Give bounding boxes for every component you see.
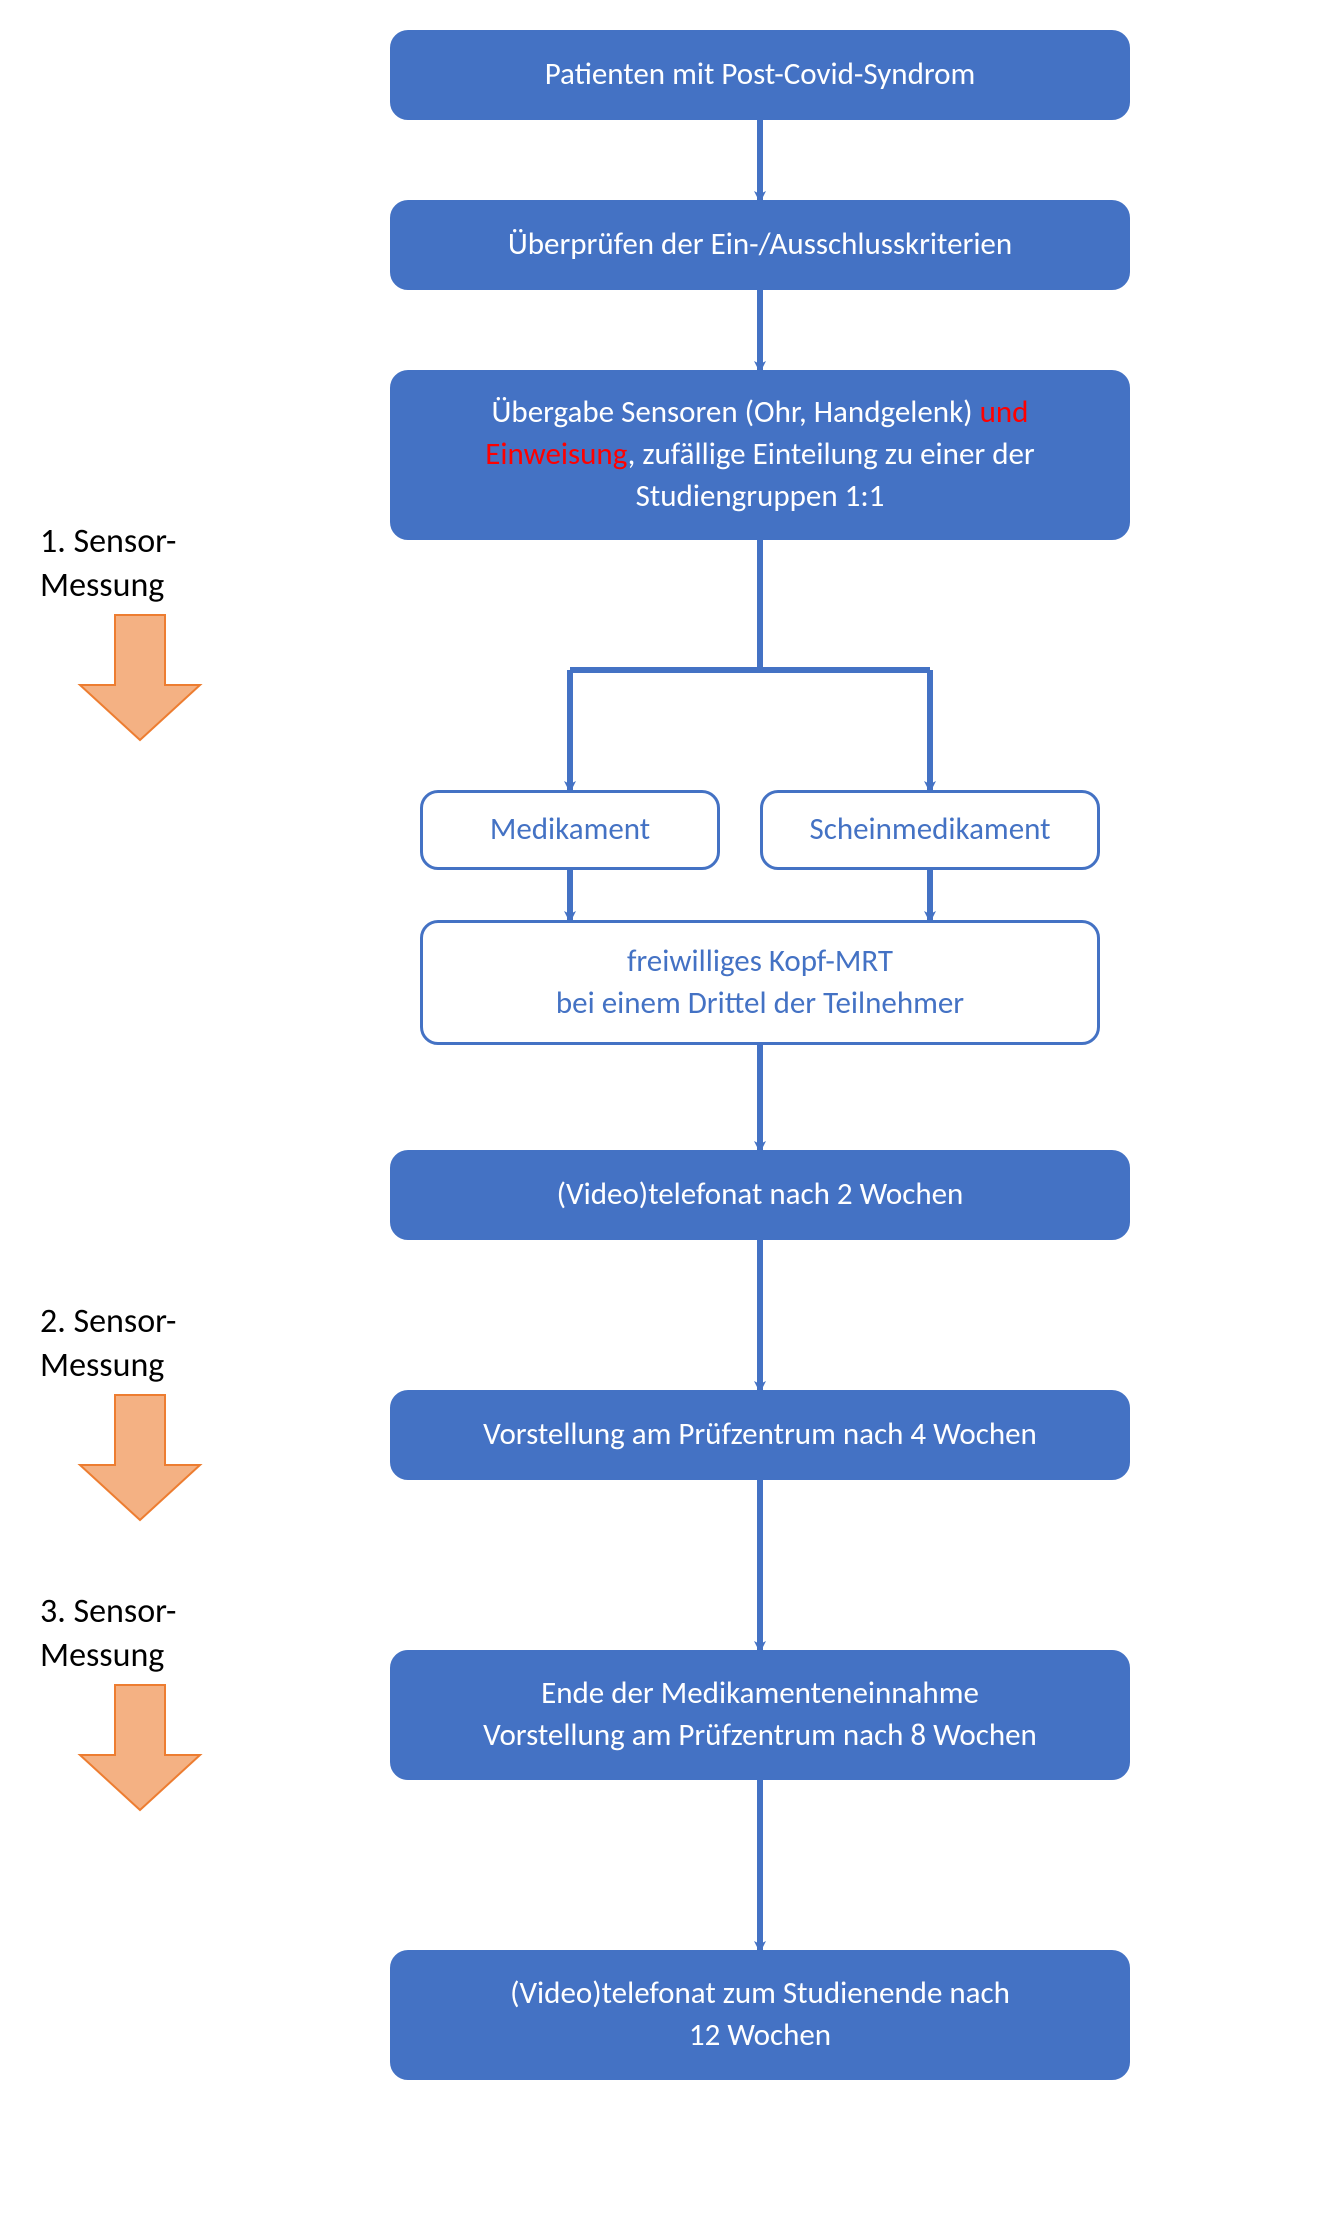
side-label-measurement-3: 3. Sensor- Messung xyxy=(40,1590,176,1678)
node-call-2w: (Video)telefonat nach 2 Wochen xyxy=(390,1150,1130,1240)
node-placebo-label: Scheinmedikament xyxy=(809,809,1050,851)
node-medication-label: Medikament xyxy=(490,809,650,851)
node-call-12w-label: (Video)telefonat zum Studienende nach 12… xyxy=(510,1973,1010,2057)
node-sensors-randomize: Übergabe Sensoren (Ohr, Handgelenk) und … xyxy=(390,370,1130,540)
node-visit-8w-label: Ende der Medikamenteneinnahme Vorstellun… xyxy=(483,1673,1037,1757)
flowchart: Patienten mit Post-Covid-Syndrom Überprü… xyxy=(20,30,1300,2190)
node-call-2w-label: (Video)telefonat nach 2 Wochen xyxy=(557,1174,964,1216)
connectors xyxy=(20,30,1300,2190)
node-visit-4w-label: Vorstellung am Prüfzentrum nach 4 Wochen xyxy=(483,1414,1037,1456)
node-criteria-label: Überprüfen der Ein-/Ausschlusskriterien xyxy=(508,224,1012,266)
node-patients-label: Patienten mit Post-Covid-Syndrom xyxy=(545,54,976,96)
side-label-measurement-2: 2. Sensor- Messung xyxy=(40,1300,176,1388)
node-criteria: Überprüfen der Ein-/Ausschlusskriterien xyxy=(390,200,1130,290)
node-mrt: freiwilliges Kopf-MRT bei einem Drittel … xyxy=(420,920,1100,1045)
node-visit-4w: Vorstellung am Prüfzentrum nach 4 Wochen xyxy=(390,1390,1130,1480)
node-call-12w: (Video)telefonat zum Studienende nach 12… xyxy=(390,1950,1130,2080)
node-sensors-label: Übergabe Sensoren (Ohr, Handgelenk) und … xyxy=(415,392,1105,518)
node-medication: Medikament xyxy=(420,790,720,870)
side-label-measurement-1: 1. Sensor- Messung xyxy=(40,520,176,608)
node-mrt-label: freiwilliges Kopf-MRT bei einem Drittel … xyxy=(556,941,964,1025)
node-visit-8w: Ende der Medikamenteneinnahme Vorstellun… xyxy=(390,1650,1130,1780)
node-placebo: Scheinmedikament xyxy=(760,790,1100,870)
node-patients: Patienten mit Post-Covid-Syndrom xyxy=(390,30,1130,120)
